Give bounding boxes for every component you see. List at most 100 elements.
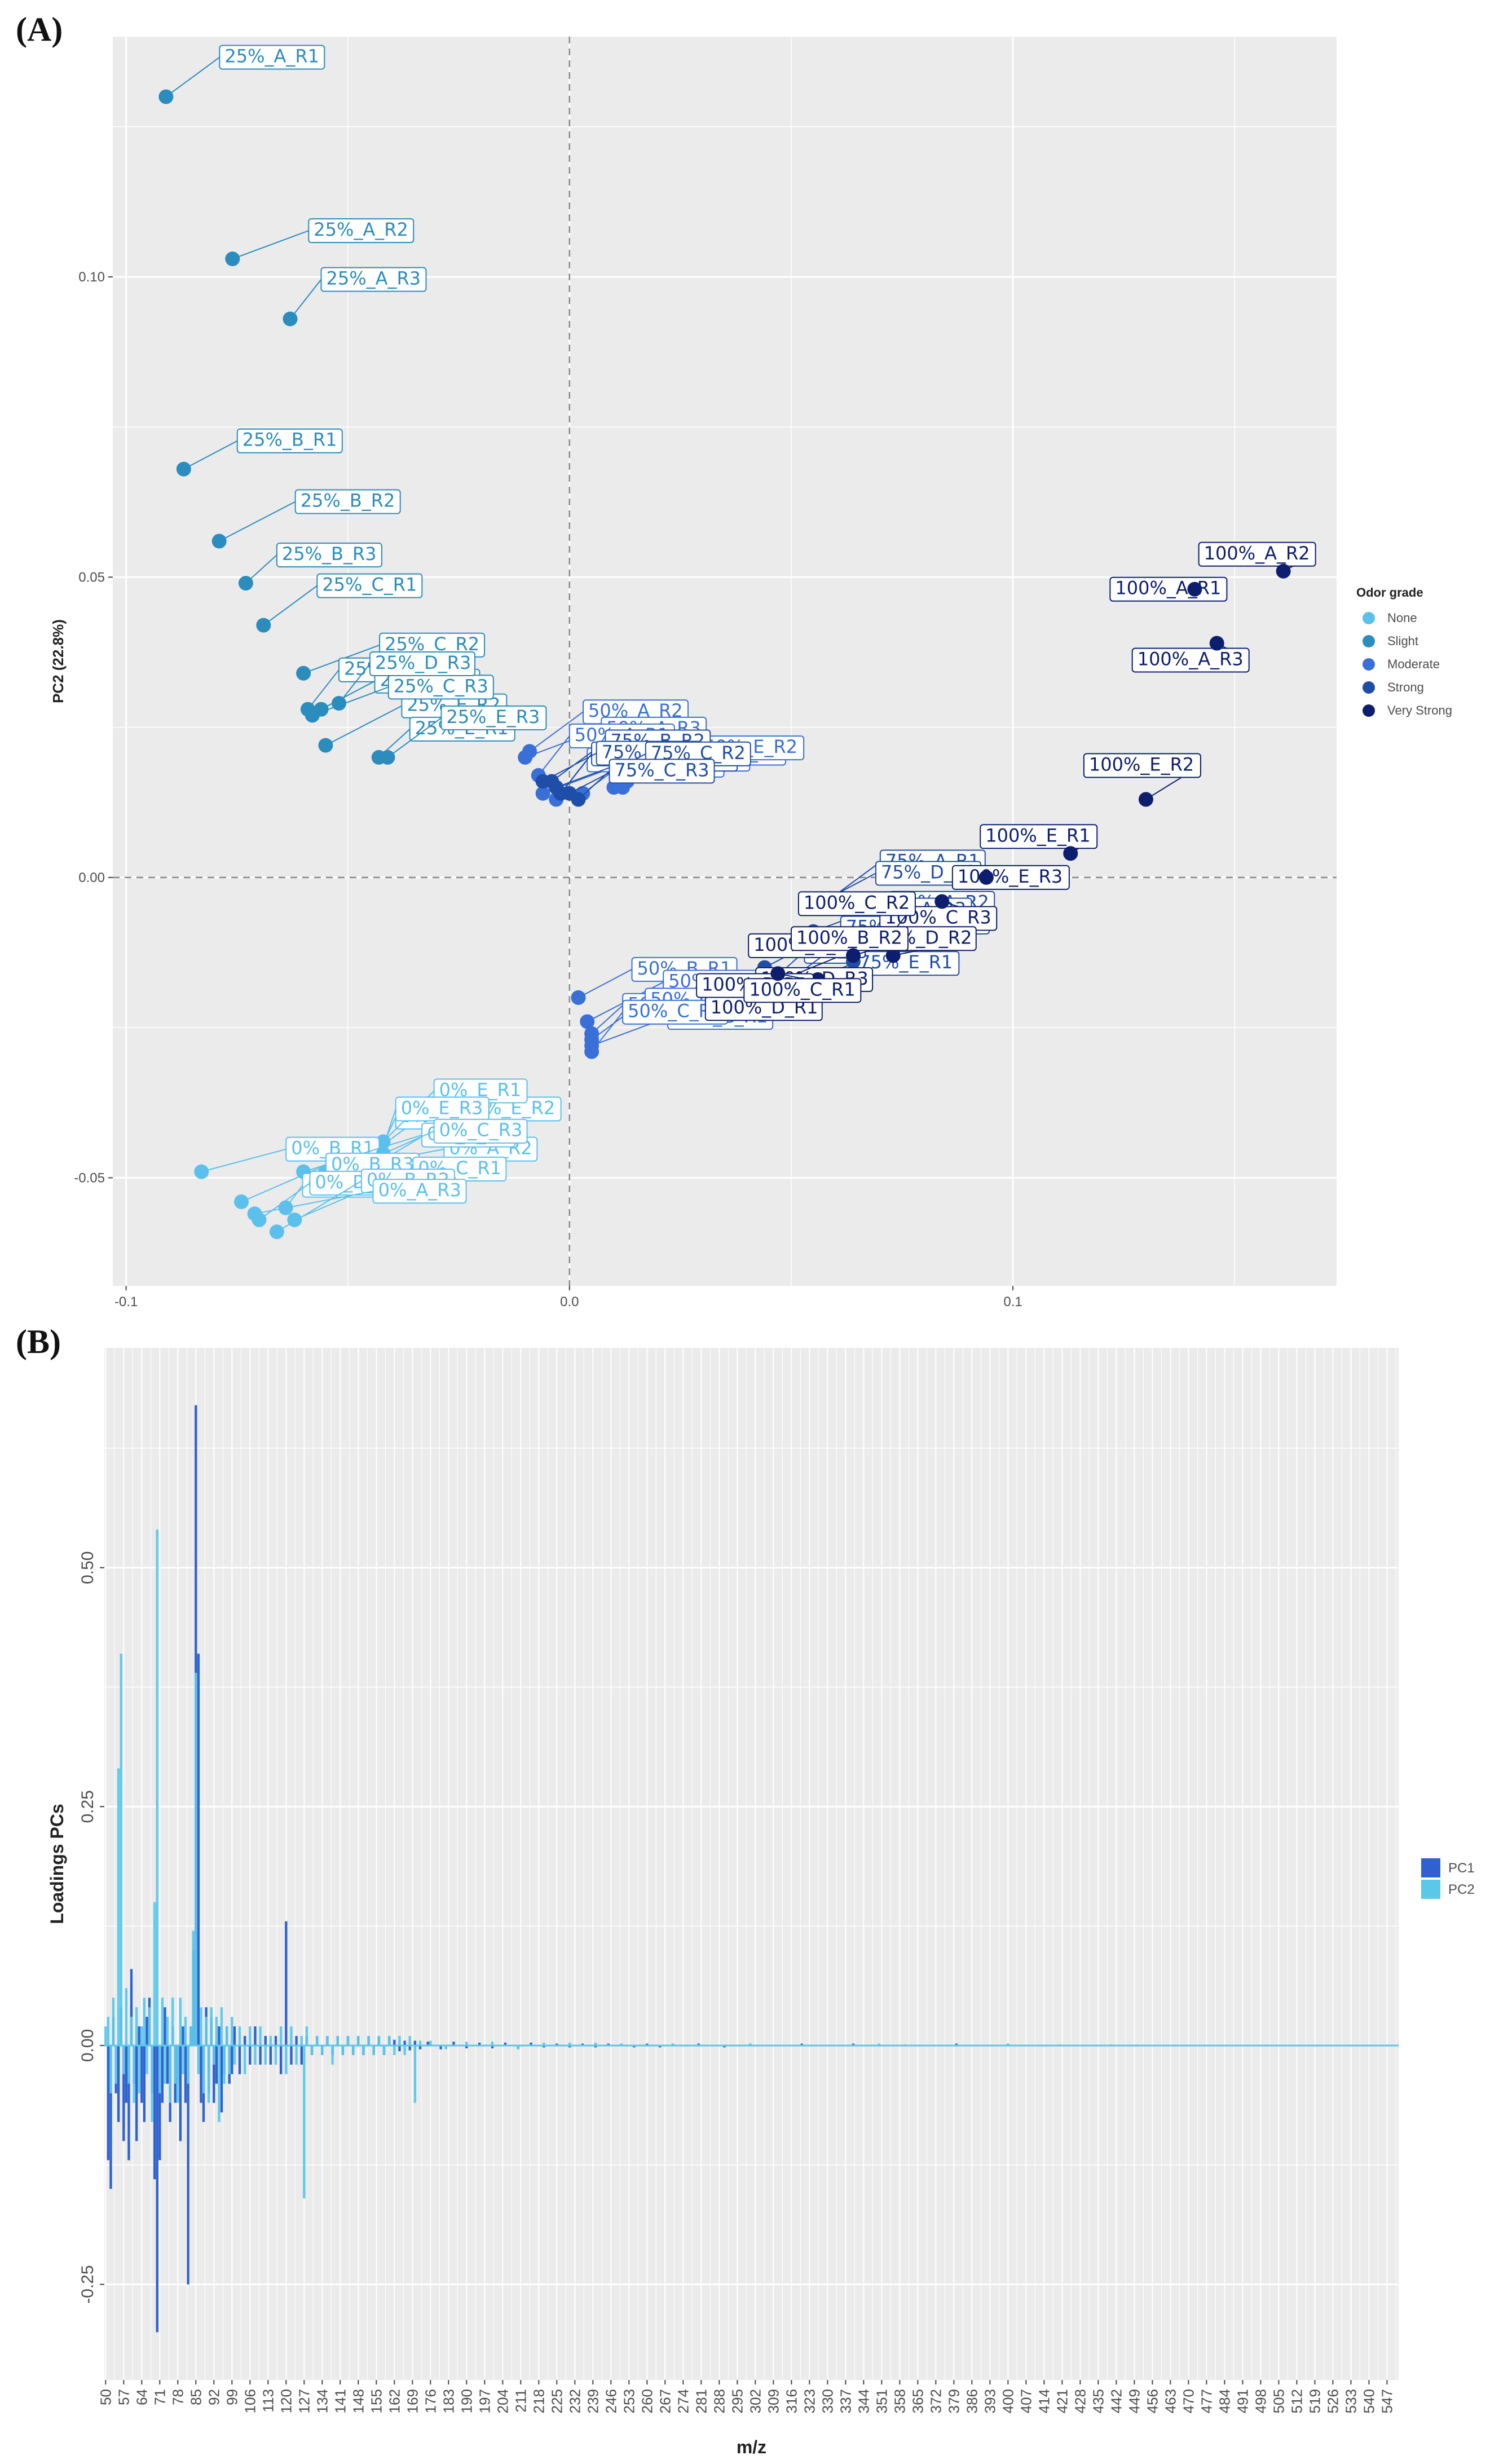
label-box	[236, 428, 343, 453]
bar-pc1	[156, 2045, 158, 2333]
bar-pc1	[166, 2045, 169, 2084]
label-leader-line	[258, 1183, 311, 1220]
data-point	[580, 1014, 595, 1029]
label-box	[743, 978, 862, 1003]
plot-background	[104, 1348, 1399, 2380]
data-point	[331, 696, 346, 711]
x-tick-label: 288	[711, 2389, 728, 2413]
x-tick-label: 99	[223, 2389, 240, 2405]
x-tick-label: 435	[1090, 2389, 1106, 2413]
point-label: 25%_B_R2	[301, 490, 395, 512]
label-leader-line	[232, 230, 309, 259]
label-leader-line	[537, 735, 570, 776]
x-tick-label: 64	[133, 2389, 150, 2405]
bar-pc2	[429, 2040, 432, 2046]
x-tick-label: 540	[1360, 2389, 1377, 2413]
bar-pc2	[140, 2026, 143, 2046]
x-tick-label: 246	[602, 2389, 619, 2413]
y-tick-label: -0.25	[78, 2265, 97, 2303]
y-tick-label: 0.05	[78, 570, 105, 585]
point-label: 100%_E_R3	[958, 866, 1062, 887]
bar-pc1	[161, 2045, 164, 2103]
y-axis-title: PC2 (22.8%)	[50, 619, 67, 703]
bar-pc2	[398, 2036, 401, 2046]
x-tick-label: 365	[909, 2389, 926, 2413]
label-box	[372, 1179, 467, 1204]
x-tick-label: 155	[368, 2389, 385, 2413]
data-point	[1276, 563, 1291, 579]
y-tick-label: 0.00	[78, 2029, 97, 2062]
data-point	[584, 1044, 599, 1059]
bar-pc2	[148, 2007, 151, 2046]
x-tick-label: 505	[1270, 2389, 1287, 2413]
x-tick-label: 547	[1378, 2389, 1395, 2413]
data-point	[305, 708, 320, 723]
bar-pc1	[300, 2045, 303, 2065]
bar-pc2	[177, 2045, 179, 2103]
legend-swatch-strong	[1363, 681, 1375, 694]
x-tick-label: 106	[241, 2389, 258, 2413]
loadings-bar-chart: 50 57 64 71 78 85 92 99 106 113 120 127 134 141 148 155…	[47, 1348, 1475, 2457]
x-tick-label: 295	[729, 2389, 746, 2413]
data-point	[518, 750, 533, 765]
bar-pc2	[215, 2017, 218, 2046]
bar-pc1	[184, 2045, 187, 2103]
bar-pc2	[161, 1998, 164, 2046]
bar-pc2	[279, 2026, 283, 2046]
point-label: 100%_E_R1	[985, 825, 1090, 846]
legend-swatch-pc2	[1421, 1880, 1440, 1899]
data-point	[194, 1164, 209, 1179]
bar-pc2	[195, 1673, 197, 2046]
bar-pc2	[228, 2045, 231, 2074]
bar-pc2	[290, 2026, 293, 2046]
bar-pc2	[233, 2045, 236, 2065]
x-tick-label: 456	[1144, 2389, 1161, 2413]
bar-pc2	[135, 2007, 138, 2046]
x-tick-label: 239	[584, 2389, 601, 2413]
bar-pc1	[243, 2036, 246, 2046]
bar-pc2	[408, 2036, 411, 2046]
x-tick-label: 491	[1234, 2389, 1251, 2413]
x-tick-label: 323	[801, 2389, 818, 2413]
bar-pc1	[478, 2042, 481, 2046]
bar-pc1	[465, 2045, 468, 2049]
x-tick-label: 169	[404, 2389, 421, 2413]
bar-pc1	[158, 2045, 161, 2161]
label-leader-line	[312, 686, 389, 716]
bar-pc2	[749, 2043, 752, 2046]
data-point	[1187, 581, 1202, 597]
x-tick-label: 386	[963, 2389, 980, 2413]
label-leader-line	[263, 585, 318, 626]
x-tick-label: 267	[656, 2389, 673, 2413]
bar-pc1	[426, 2042, 429, 2046]
x-tick-label: 526	[1324, 2389, 1341, 2413]
bar-pc1	[285, 1921, 288, 2046]
bar-pc2	[326, 2036, 329, 2046]
label-leader-line	[183, 440, 238, 470]
bar-pc2	[465, 2042, 468, 2046]
bar-pc1	[581, 2043, 584, 2046]
label-leader-line	[289, 279, 322, 320]
data-point	[770, 966, 786, 981]
bar-pc1	[398, 2045, 401, 2052]
bar-pc1	[555, 2043, 558, 2046]
bar-pc1	[403, 2040, 406, 2046]
bar-pc2	[362, 2045, 365, 2055]
x-tick-label: 190	[458, 2389, 475, 2413]
bar-pc1	[109, 2045, 112, 2189]
data-point	[1063, 846, 1078, 861]
y-axis-title: Loadings PCs	[47, 1804, 67, 1924]
bar-pc2	[114, 2045, 117, 2084]
label-box	[951, 865, 1070, 890]
pca-scores-plot: -0.1 0.0 0.1 -0.05 0.00 0.05 0.10 PC1 (59.1%) PC…	[50, 37, 1452, 1320]
x-tick-label: 162	[386, 2389, 403, 2413]
bar-pc2	[107, 2017, 110, 2046]
bar-pc1	[800, 2043, 803, 2046]
bar-pc2	[336, 2036, 339, 2046]
x-tick-label: 442	[1108, 2389, 1125, 2413]
x-tick-label: 85	[187, 2389, 204, 2405]
bar-pc2	[120, 1654, 122, 2046]
bar-pc1	[568, 2045, 571, 2048]
label-leader-line	[543, 752, 597, 782]
bar-pc1	[659, 2045, 662, 2048]
